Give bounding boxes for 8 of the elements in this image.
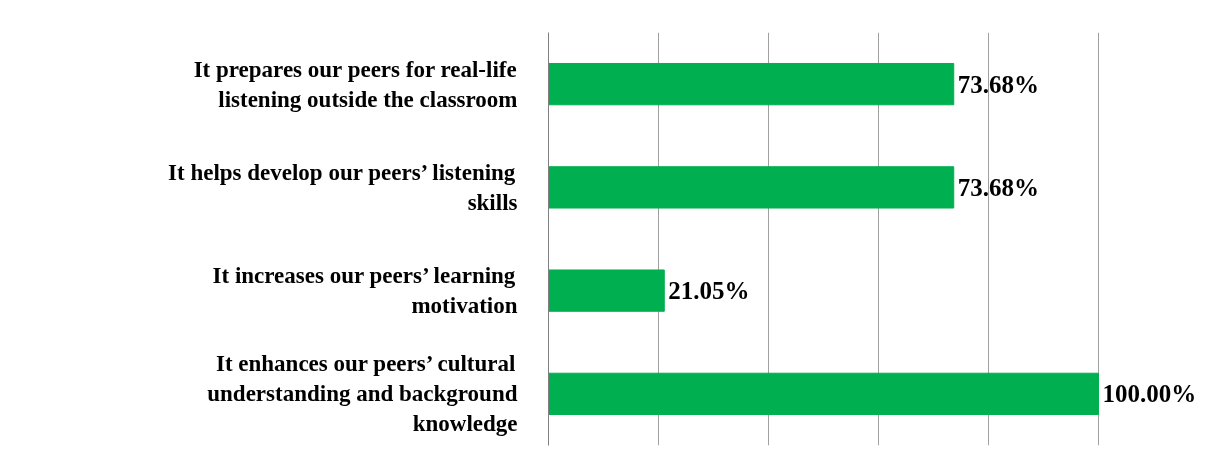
data-label: 73.68% (957, 70, 1039, 98)
y-tick-label: It helps develop our peers’ listening skills (168, 159, 518, 215)
data-label: 21.05% (668, 277, 750, 305)
data-label: 100.00% (1102, 380, 1197, 408)
y-tick-label: It enhances our peers’ cultural understanding and background knowledge (207, 351, 518, 437)
y-tick-label: It prepares our peers for real-life listening outside the classroom (193, 56, 518, 112)
y-tick-label: It increases our peers’ learning motivation (212, 263, 518, 319)
data-label: 73.68% (957, 173, 1039, 201)
